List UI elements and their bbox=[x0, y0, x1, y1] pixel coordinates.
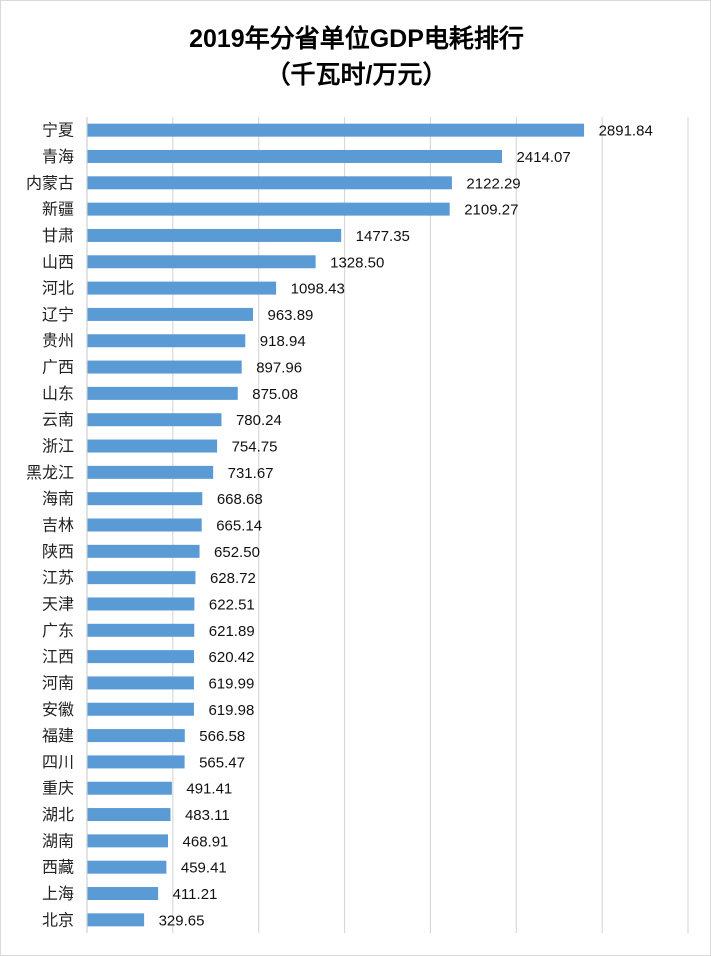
bar bbox=[87, 360, 242, 374]
bar bbox=[87, 123, 585, 137]
category-label: 广东 bbox=[42, 622, 74, 640]
category-label: 甘肃 bbox=[42, 227, 74, 245]
category-label: 陕西 bbox=[42, 543, 74, 561]
category-label: 河北 bbox=[42, 280, 74, 298]
category-label: 山东 bbox=[42, 385, 74, 403]
data-label: 668.68 bbox=[217, 491, 263, 508]
category-label: 江西 bbox=[42, 648, 74, 666]
data-label: 628.72 bbox=[210, 570, 256, 587]
bar bbox=[87, 755, 185, 769]
category-label: 北京 bbox=[42, 911, 74, 929]
data-label: 619.98 bbox=[208, 702, 254, 719]
data-label: 619.99 bbox=[208, 675, 254, 692]
bar bbox=[87, 492, 203, 506]
bar bbox=[87, 860, 167, 874]
category-label: 内蒙古 bbox=[26, 174, 74, 192]
chart-subtitle: （千瓦时/万元） bbox=[265, 61, 448, 89]
data-label: 1328.50 bbox=[330, 254, 384, 271]
bar bbox=[87, 623, 195, 637]
data-label: 491.41 bbox=[186, 781, 232, 798]
bar bbox=[87, 676, 194, 690]
category-label: 西藏 bbox=[42, 859, 74, 877]
category-label: 湖北 bbox=[42, 806, 74, 824]
data-label: 731.67 bbox=[228, 465, 274, 482]
bar bbox=[87, 149, 503, 163]
category-label: 重庆 bbox=[42, 780, 74, 798]
data-label: 483.11 bbox=[185, 807, 230, 824]
data-label: 2109.27 bbox=[464, 202, 518, 219]
data-label: 780.24 bbox=[236, 412, 282, 429]
bar bbox=[87, 650, 195, 664]
category-label: 山西 bbox=[42, 253, 74, 271]
category-label: 上海 bbox=[42, 885, 74, 903]
category-label: 江苏 bbox=[42, 569, 74, 587]
data-label: 1477.35 bbox=[356, 228, 410, 245]
data-label: 963.89 bbox=[268, 307, 314, 324]
bar bbox=[87, 518, 202, 532]
bar bbox=[87, 808, 171, 822]
category-label: 吉林 bbox=[42, 517, 74, 535]
bar bbox=[87, 281, 277, 295]
chart-title: 2019年分省单位GDP电耗排行 bbox=[189, 25, 524, 53]
bar bbox=[87, 176, 452, 190]
bar bbox=[87, 334, 246, 348]
bar bbox=[87, 413, 222, 427]
data-label: 620.42 bbox=[209, 649, 255, 666]
bar bbox=[87, 465, 214, 479]
bar bbox=[87, 544, 200, 558]
category-label: 宁夏 bbox=[42, 122, 74, 140]
category-label: 贵州 bbox=[42, 332, 74, 350]
data-label: 2891.84 bbox=[599, 123, 653, 140]
bar bbox=[87, 702, 194, 716]
bar bbox=[87, 913, 145, 927]
category-label: 四川 bbox=[42, 754, 74, 771]
data-label: 565.47 bbox=[199, 754, 245, 771]
data-label: 459.41 bbox=[181, 860, 227, 877]
data-label: 329.65 bbox=[159, 912, 205, 929]
category-label: 浙江 bbox=[42, 438, 74, 456]
bar bbox=[87, 386, 238, 400]
data-label: 411.21 bbox=[173, 886, 218, 903]
data-label: 918.94 bbox=[260, 333, 306, 350]
data-label: 1098.43 bbox=[291, 281, 345, 298]
bar bbox=[87, 729, 185, 743]
bar bbox=[87, 571, 196, 585]
bar bbox=[87, 597, 195, 611]
category-label: 福建 bbox=[42, 727, 74, 745]
data-label: 2414.07 bbox=[517, 149, 571, 166]
bar bbox=[87, 202, 450, 216]
data-label: 622.51 bbox=[209, 596, 255, 613]
data-label: 665.14 bbox=[216, 518, 262, 535]
category-label: 新疆 bbox=[42, 201, 74, 219]
data-label: 566.58 bbox=[199, 728, 245, 745]
category-label: 青海 bbox=[42, 148, 74, 166]
data-label: 652.50 bbox=[214, 544, 260, 561]
category-label: 河南 bbox=[42, 674, 74, 692]
bar bbox=[87, 781, 172, 795]
bar bbox=[87, 887, 159, 901]
bar bbox=[87, 255, 316, 269]
data-label: 468.91 bbox=[183, 833, 229, 850]
category-label: 广西 bbox=[42, 359, 74, 377]
data-label: 897.96 bbox=[256, 360, 302, 377]
bar bbox=[87, 228, 342, 242]
data-label: 621.89 bbox=[209, 623, 255, 640]
bar bbox=[87, 834, 169, 848]
category-label: 海南 bbox=[42, 490, 74, 508]
category-label: 天津 bbox=[42, 595, 74, 613]
category-label: 湖南 bbox=[42, 832, 74, 850]
data-label: 875.08 bbox=[252, 386, 298, 403]
data-label: 754.75 bbox=[232, 439, 278, 456]
category-label: 云南 bbox=[42, 411, 74, 429]
category-label: 黑龙江 bbox=[26, 464, 74, 482]
bar bbox=[87, 439, 218, 453]
data-label: 2122.29 bbox=[466, 175, 520, 192]
bar bbox=[87, 307, 254, 321]
category-label: 安徽 bbox=[42, 701, 74, 719]
category-label: 辽宁 bbox=[42, 306, 74, 324]
